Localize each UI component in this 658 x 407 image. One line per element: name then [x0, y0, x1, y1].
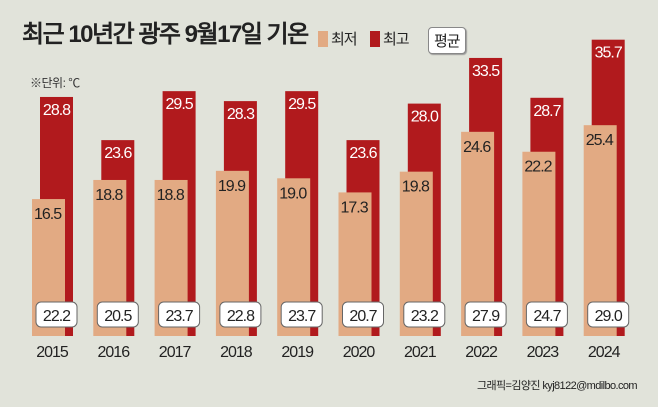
label-avg-2022: 27.9: [472, 308, 500, 325]
label-low-2021: 19.8: [402, 179, 430, 196]
legend-label-high: 최고: [383, 31, 410, 48]
credit: 그래픽=김양진 kyj8122@mdilbo.com: [477, 380, 638, 392]
label-avg-2017: 23.7: [166, 308, 194, 325]
label-high-2022: 33.5: [472, 63, 500, 80]
label-high-2023: 28.7: [533, 103, 561, 120]
legend-high: 최고: [370, 28, 410, 49]
tick-label-2018: 2018: [220, 344, 253, 361]
label-low-2022: 24.6: [463, 139, 491, 156]
tick-label-2019: 2019: [281, 344, 314, 361]
label-avg-2019: 23.7: [288, 308, 316, 325]
label-high-2016: 23.6: [104, 145, 132, 162]
label-high-2024: 35.7: [595, 45, 623, 62]
label-low-2018: 19.9: [218, 178, 246, 195]
tick-label-2022: 2022: [465, 344, 498, 361]
legend-label-low: 최저: [331, 31, 358, 48]
label-high-2020: 23.6: [349, 145, 377, 162]
avg-box-2022: [464, 301, 507, 328]
avg-box-2017: [158, 301, 201, 328]
unit-note: ※단위: ℃: [30, 76, 80, 90]
legend-swatch-high: [370, 30, 380, 47]
label-avg-2024: 29.0: [595, 308, 623, 325]
tick-label-2024: 2024: [588, 344, 621, 361]
legend-low: 최저: [318, 28, 358, 49]
label-high-2019: 29.5: [288, 96, 316, 113]
label-avg-2020: 20.7: [349, 308, 377, 325]
label-avg-2015: 22.2: [43, 308, 71, 325]
avg-box-2015: [35, 301, 78, 328]
label-low-2019: 19.0: [279, 185, 307, 202]
avg-box-2019: [280, 301, 323, 328]
label-high-2018: 28.3: [227, 106, 255, 123]
avg-box-2023: [525, 301, 568, 328]
legend-swatch-low: [318, 30, 328, 47]
label-low-2020: 17.3: [341, 199, 369, 216]
tick-label-2015: 2015: [36, 344, 69, 361]
label-low-2017: 18.8: [157, 187, 185, 204]
label-high-2015: 28.8: [43, 102, 71, 119]
avg-box-2020: [342, 301, 384, 328]
label-high-2017: 29.5: [166, 96, 194, 113]
label-low-2024: 25.4: [586, 132, 614, 149]
tick-label-2020: 2020: [343, 344, 376, 361]
label-avg-2021: 23.2: [411, 308, 439, 325]
label-high-2021: 28.0: [411, 109, 439, 126]
label-avg-2018: 22.8: [227, 308, 255, 325]
label-avg-2023: 24.7: [533, 308, 561, 325]
avg-box-2016: [96, 301, 139, 328]
label-low-2015: 16.5: [34, 206, 62, 223]
label-avg-2016: 20.5: [104, 308, 132, 325]
avg-box-2024: [587, 301, 630, 328]
tick-label-2017: 2017: [159, 344, 192, 361]
label-low-2023: 22.2: [524, 159, 552, 176]
label-low-2016: 18.8: [95, 187, 123, 204]
tick-label-2016: 2016: [98, 344, 131, 361]
avg-box-2018: [219, 301, 262, 328]
avg-box-2021: [403, 301, 446, 328]
bar-low-2024: [583, 125, 617, 337]
chart-title: 최근 10년간 광주 9월17일 기온: [22, 21, 309, 48]
tick-label-2021: 2021: [404, 344, 437, 361]
legend-average: 평균: [428, 27, 466, 54]
tick-label-2023: 2023: [527, 344, 560, 361]
